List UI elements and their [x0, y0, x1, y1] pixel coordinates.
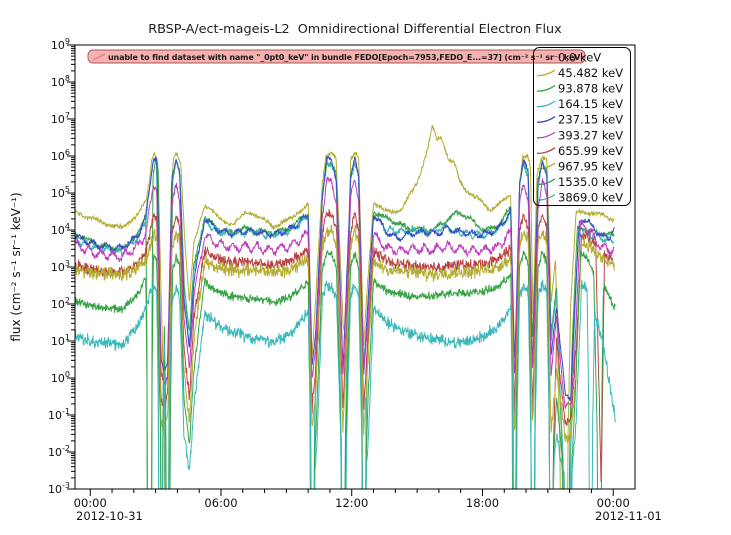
- legend-swatch-line: [536, 147, 556, 154]
- x-tick-label: 12:00: [335, 496, 368, 510]
- x-tick-label: 00:00: [74, 496, 107, 510]
- y-tick-label: 10-2: [48, 444, 70, 459]
- plot-title: RBSP-A/ect-mageis-L2 Omnidirectional Dif…: [148, 22, 562, 37]
- legend-label: 393.27 keV: [558, 128, 623, 142]
- series-curves: [75, 125, 616, 489]
- y-tick-label: 109: [51, 37, 70, 52]
- warning-text: unable to find dataset with name "_0pt0_…: [108, 53, 591, 62]
- legend-swatch-line: [536, 69, 556, 77]
- legend-label: 967.95 keV: [558, 159, 623, 173]
- y-tick-label: 104: [51, 222, 70, 237]
- legend-label: 45.482 keV: [558, 66, 623, 80]
- y-tick-label: 106: [51, 148, 70, 163]
- y-tick-label: 100: [51, 370, 70, 385]
- y-tick-label: 105: [51, 185, 70, 200]
- y-axis-label: flux (cm⁻² s⁻¹ sr⁻¹ keV⁻¹): [9, 192, 23, 341]
- legend-label: 1535.0 keV: [558, 175, 623, 189]
- legend-label: 0.0 keV: [558, 51, 601, 65]
- legend-swatch-line: [536, 131, 556, 139]
- x-axis-date-right: 2012-11-01: [595, 509, 662, 523]
- legend-label: 3869.0 keV: [558, 190, 623, 204]
- legend-label: 93.878 keV: [558, 82, 623, 96]
- legend-label: 164.15 keV: [558, 97, 623, 111]
- y-tick-label: 102: [51, 296, 70, 311]
- series-3869-0-kev: [75, 279, 616, 489]
- x-tick-label: 06:00: [204, 496, 237, 510]
- y-tick-label: 10-1: [48, 407, 70, 422]
- warning-swatch-line: [92, 53, 106, 61]
- x-axis-date-left: 2012-10-31: [76, 509, 143, 523]
- y-tick-label: 103: [51, 259, 70, 274]
- legend-swatch-line: [536, 100, 556, 108]
- y-tick-label: 101: [51, 333, 70, 348]
- y-tick-label: 10-3: [48, 481, 70, 496]
- legend-border: [533, 47, 631, 206]
- warning-banner[interactable]: unable to find dataset with name "_0pt0_…: [87, 49, 591, 64]
- axes: 109 108 107 106 105 104 103 102 101 100 10-1 10-2 10…: [48, 37, 662, 523]
- legend-swatch-line: [536, 85, 556, 92]
- y-tick-label: 107: [51, 111, 70, 126]
- legend-label: 237.15 keV: [558, 113, 623, 127]
- legend-label: 655.99 keV: [558, 144, 623, 158]
- legend-swatch-line: [536, 193, 556, 201]
- x-tick-label: 00:00: [597, 496, 630, 510]
- legend-swatch-line: [536, 116, 556, 123]
- y-tick-label: 108: [51, 74, 70, 89]
- x-tick-label: 18:00: [466, 496, 499, 510]
